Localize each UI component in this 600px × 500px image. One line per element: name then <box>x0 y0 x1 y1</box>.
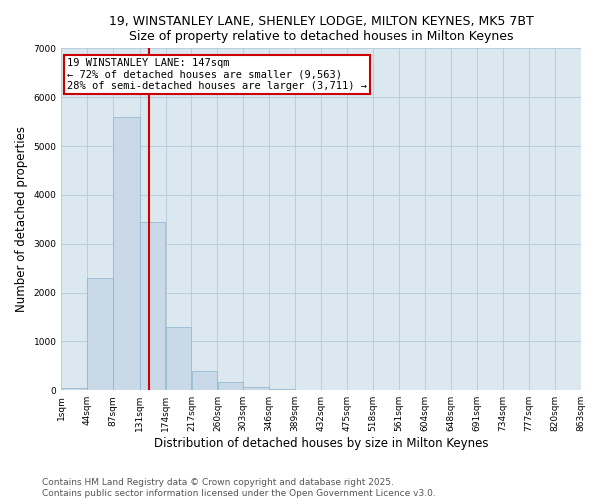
Bar <box>191 370 217 390</box>
Bar <box>62 388 87 390</box>
Text: Contains HM Land Registry data © Crown copyright and database right 2025.
Contai: Contains HM Land Registry data © Crown c… <box>42 478 436 498</box>
Title: 19, WINSTANLEY LANE, SHENLEY LODGE, MILTON KEYNES, MK5 7BT
Size of property rela: 19, WINSTANLEY LANE, SHENLEY LODGE, MILT… <box>109 15 533 43</box>
Text: 19 WINSTANLEY LANE: 147sqm
← 72% of detached houses are smaller (9,563)
28% of s: 19 WINSTANLEY LANE: 147sqm ← 72% of deta… <box>67 58 367 92</box>
Bar <box>269 389 295 390</box>
Bar <box>88 278 113 390</box>
Y-axis label: Number of detached properties: Number of detached properties <box>15 126 28 312</box>
Bar <box>218 382 243 390</box>
Bar <box>113 116 140 390</box>
X-axis label: Distribution of detached houses by size in Milton Keynes: Distribution of detached houses by size … <box>154 437 488 450</box>
Bar <box>140 222 166 390</box>
Bar <box>166 326 191 390</box>
Bar <box>244 388 269 390</box>
